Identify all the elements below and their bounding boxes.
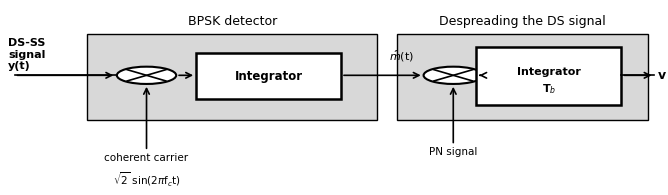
- FancyBboxPatch shape: [196, 53, 341, 99]
- Text: T$_b$: T$_b$: [542, 82, 556, 96]
- Circle shape: [424, 67, 483, 84]
- Text: v: v: [658, 69, 666, 82]
- FancyBboxPatch shape: [397, 34, 648, 121]
- Text: Integrator: Integrator: [234, 70, 303, 83]
- FancyBboxPatch shape: [87, 34, 377, 121]
- Text: $\sqrt{2}$ sin(2$\pi$f$_c$t): $\sqrt{2}$ sin(2$\pi$f$_c$t): [112, 170, 180, 189]
- Circle shape: [117, 67, 176, 84]
- Text: PN signal: PN signal: [429, 147, 478, 157]
- Text: $\hat{m}$(t): $\hat{m}$(t): [389, 48, 413, 64]
- Text: BPSK detector: BPSK detector: [188, 15, 277, 28]
- Text: Integrator: Integrator: [517, 67, 581, 77]
- Text: Despreading the DS signal: Despreading the DS signal: [439, 15, 606, 28]
- Text: DS-SS
signal
y(t): DS-SS signal y(t): [8, 38, 45, 72]
- FancyBboxPatch shape: [476, 47, 621, 105]
- Text: coherent carrier: coherent carrier: [104, 153, 188, 163]
